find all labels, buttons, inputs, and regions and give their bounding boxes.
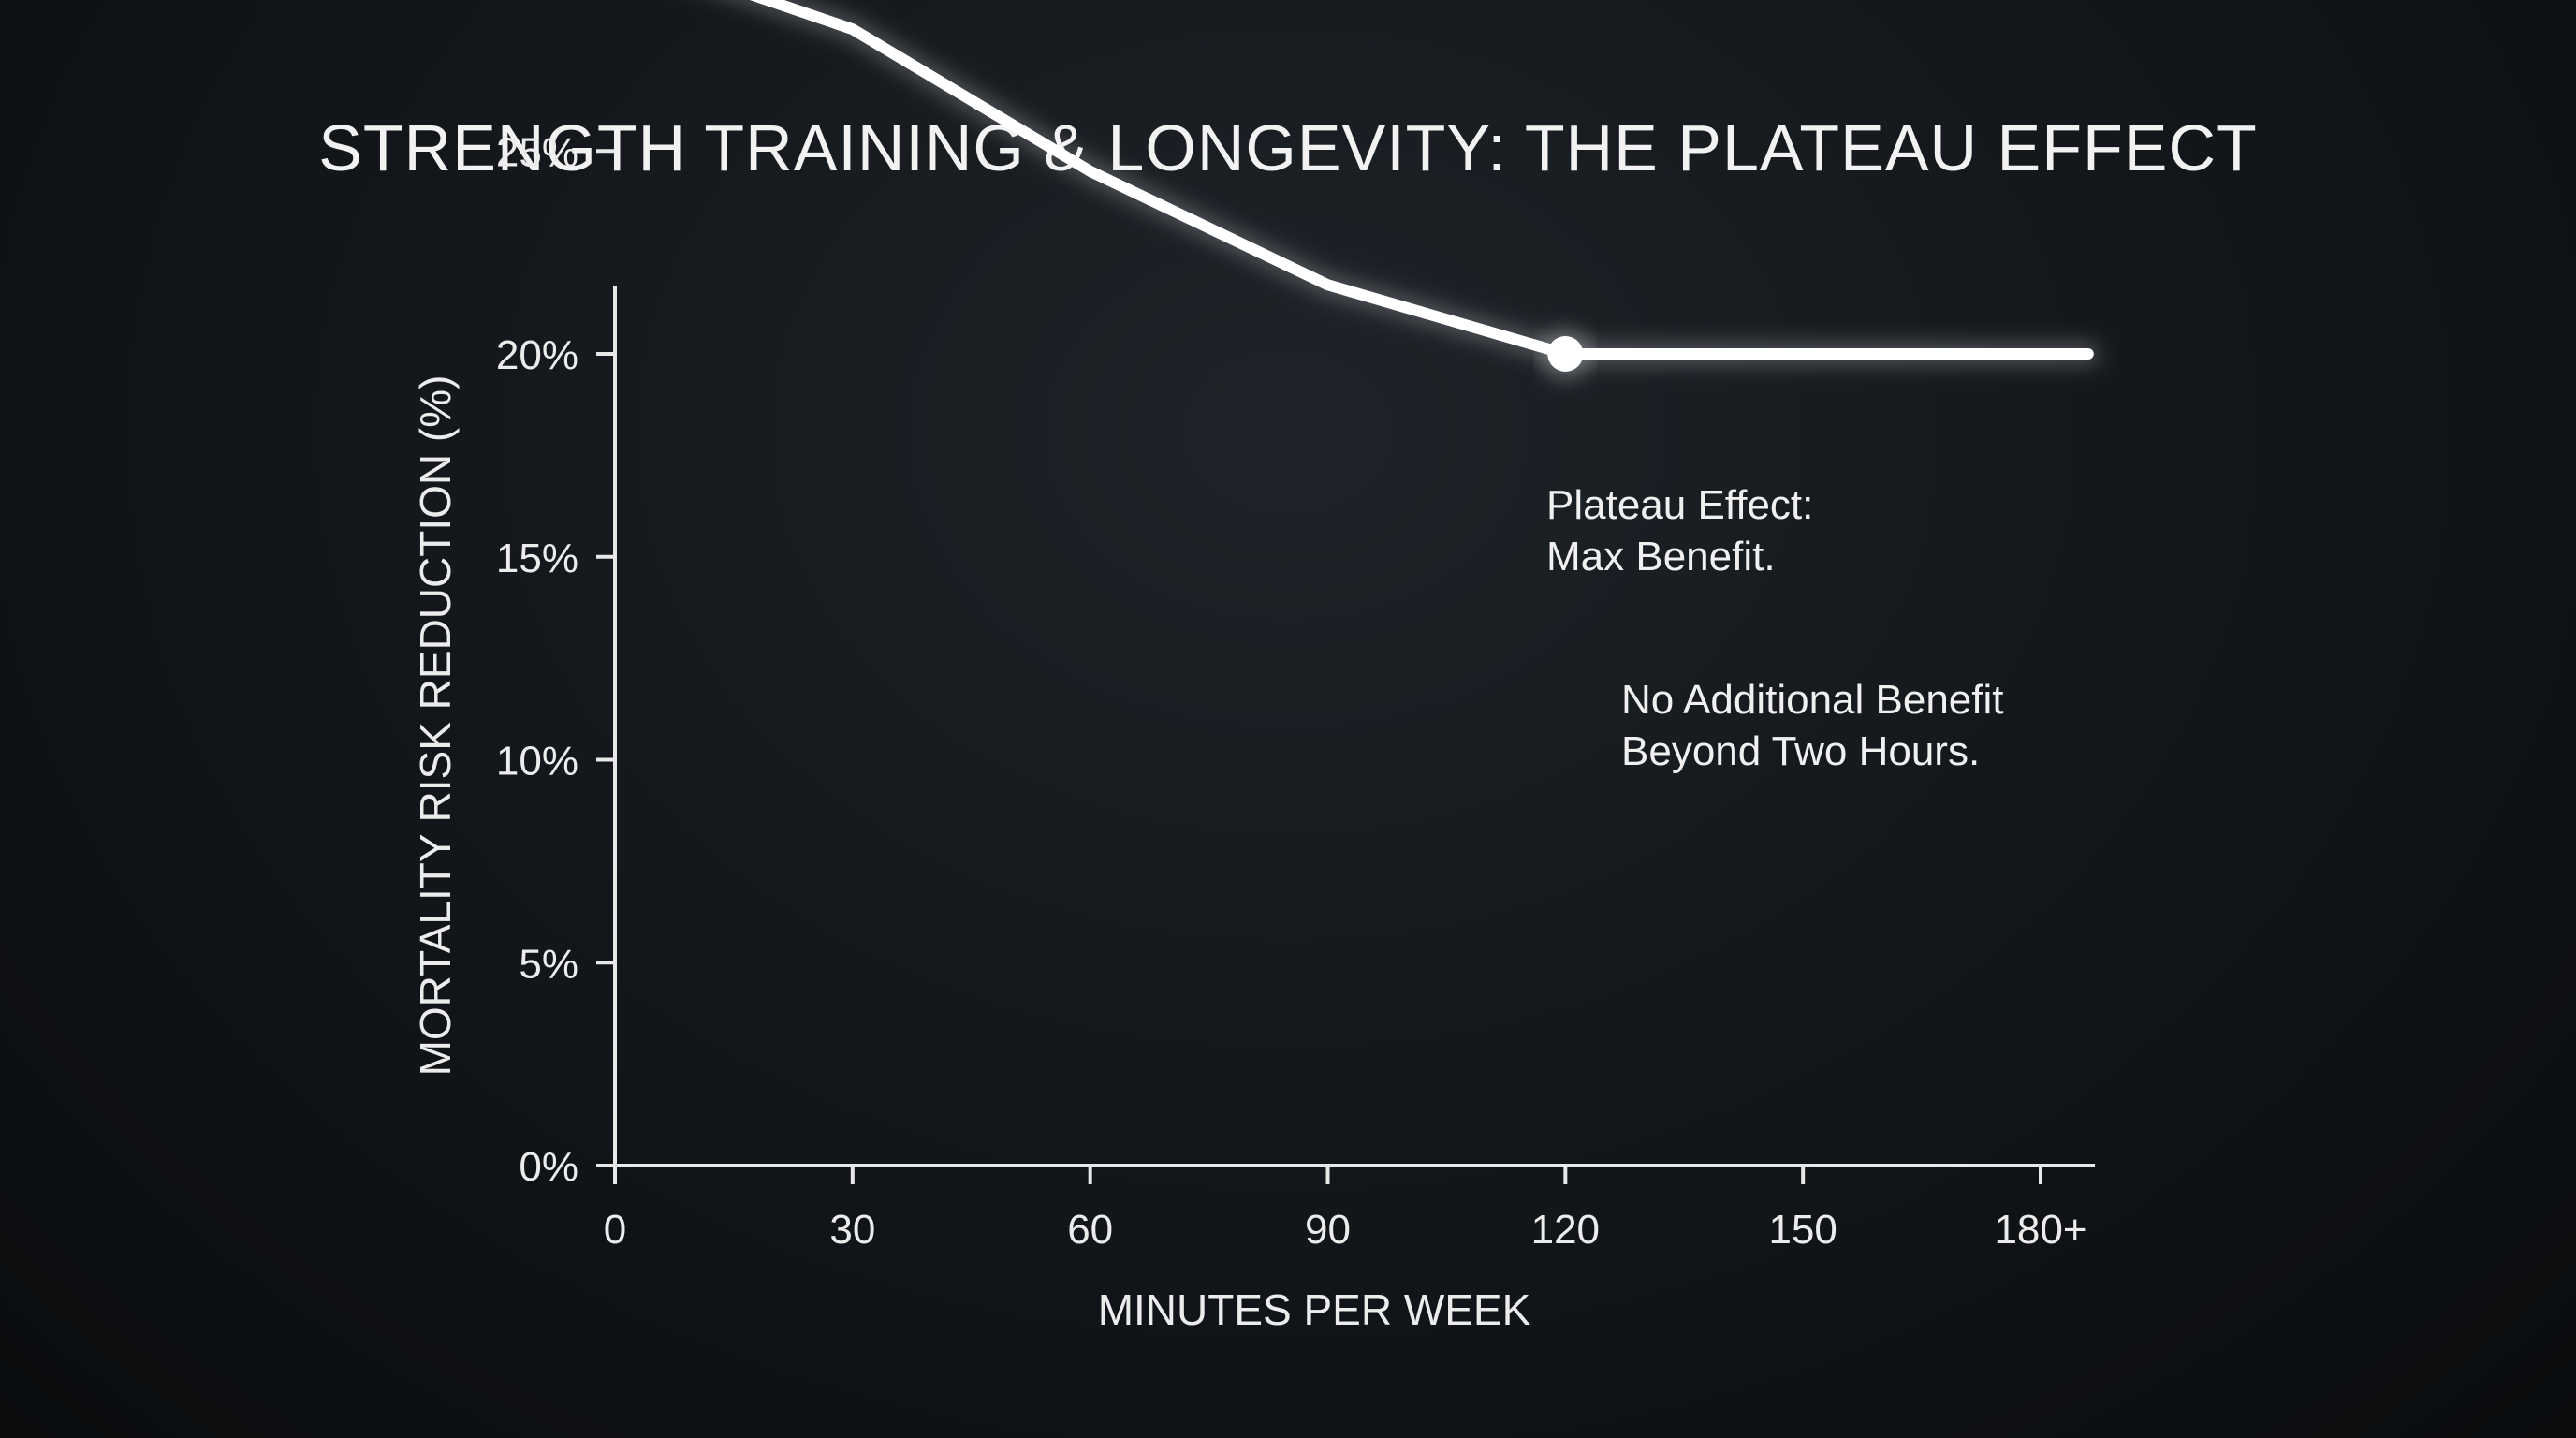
plateau-marker [1547, 336, 1584, 372]
chart-title: STRENGTH TRAINING & LONGEVITY: THE PLATE… [318, 111, 2258, 184]
y-tick-label: 25% [496, 129, 578, 175]
data-point [2087, 353, 2089, 355]
y-ticks: 0%5%10%15%20%25%30% [496, 129, 615, 1190]
data-point [1327, 284, 1329, 286]
x-tick-label: 180+ [1994, 1207, 2086, 1253]
annotation-plateau-line-2: Max Benefit. [1546, 534, 1776, 580]
annotation-no-benefit-line-1: No Additional Benefit [1621, 677, 2004, 723]
x-tick-label: 30 [829, 1207, 875, 1253]
x-tick-label: 90 [1305, 1207, 1351, 1253]
data-point [852, 28, 854, 30]
annotation-plateau-line-1: Plateau Effect: [1546, 482, 1813, 528]
x-tick-label: 150 [1768, 1207, 1837, 1253]
y-tick-label: 15% [496, 536, 578, 581]
y-tick-label: 5% [519, 941, 578, 987]
x-ticks: 0 30 60 90 120 150 180+ [604, 1166, 2087, 1253]
y-tick-label: 10% [496, 739, 578, 785]
series-layer [729, 0, 2100, 380]
x-tick-label: 120 [1531, 1207, 1600, 1253]
y-tick-label: 20% [496, 332, 578, 378]
x-tick-label: 0 [604, 1207, 626, 1253]
x-tick-label: 60 [1067, 1207, 1113, 1253]
axes [613, 286, 2095, 1167]
data-point [1090, 170, 1091, 172]
annotation-no-benefit-line-2: Beyond Two Hours. [1621, 728, 1980, 774]
x-axis-title: MINUTES PER WEEK [1098, 1285, 1531, 1334]
y-axis-title: MORTALITY RISK REDUCTION (%) [411, 375, 460, 1077]
y-tick-label: 0% [519, 1144, 578, 1190]
series-line [749, 0, 2094, 360]
